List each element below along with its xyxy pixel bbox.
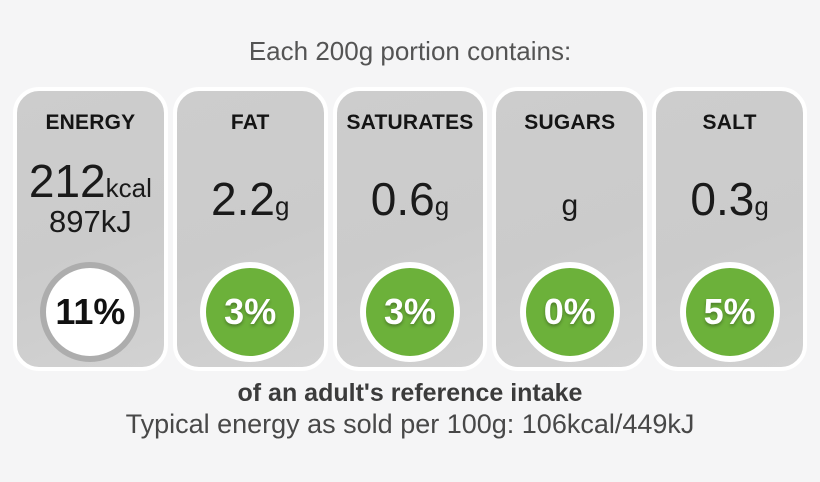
reference-intake-circle-sugars: 0% [519, 262, 620, 362]
amount-line: 2.2g [211, 176, 289, 222]
amount-value: 212 [28, 154, 106, 207]
reference-intake-circle-salt: 5% [679, 262, 780, 362]
energy-kilojoules-value: 897kJ [49, 203, 132, 239]
reference-intake-circle-energy: 11% [40, 262, 141, 362]
nutrient-name-energy: ENERGY [45, 111, 136, 134]
reference-intake-note: of an adult's reference intake [237, 379, 583, 407]
portion-header: Each 200g portion contains: [248, 36, 572, 66]
amount-unit: g [561, 188, 579, 222]
nutrient-panel-saturates: SATURATES 0.6g 3% [332, 87, 488, 371]
amount-unit: g [434, 190, 450, 221]
reference-intake-percent: 3% [383, 291, 436, 332]
nutrient-amount-energy: 212kcal 897kJ [29, 135, 152, 262]
nutrient-amount-fat: 2.2g [211, 135, 289, 262]
nutrient-name-saturates: SATURATES [346, 111, 474, 134]
nutrient-name-sugars: SUGARS [524, 111, 616, 134]
nutrient-name-salt: SALT [702, 111, 757, 134]
typical-energy-note: Typical energy as sold per 100g: 106kcal… [125, 409, 695, 439]
reference-intake-percent: 5% [703, 291, 756, 332]
amount-unit: kcal [105, 172, 152, 203]
nutrient-amount-sugars: g [561, 135, 578, 262]
amount-unit: g [754, 190, 769, 221]
nutrient-panel-sugars: SUGARS g 0% [492, 87, 648, 371]
amount-value: 0.6 [370, 172, 435, 225]
nutrition-label: Each 200g portion contains: ENERGY 212kc… [0, 36, 820, 439]
amount-line: 0.3g [690, 176, 768, 222]
reference-intake-percent: 0% [543, 291, 596, 332]
amount-unit: g [274, 190, 290, 221]
nutrient-panel-salt: SALT 0.3g 5% [652, 87, 807, 371]
nutrient-panel-fat: FAT 2.2g 3% [172, 87, 328, 371]
amount-value: 2.2 [210, 172, 275, 225]
amount-value: 0.3 [690, 172, 755, 225]
reference-intake-circle-saturates: 3% [359, 262, 460, 362]
amount-line: g [561, 176, 578, 222]
nutrient-panel-energy: ENERGY 212kcal 897kJ 11% [13, 87, 168, 371]
nutrient-name-fat: FAT [230, 111, 270, 134]
amount-line: 212kcal [29, 158, 152, 204]
nutrient-panels-row: ENERGY 212kcal 897kJ 11% FAT 2.2g 3% SAT… [0, 87, 820, 371]
reference-intake-percent: 11% [55, 291, 126, 332]
reference-intake-percent: 3% [224, 291, 277, 332]
nutrient-amount-saturates: 0.6g [371, 135, 449, 262]
nutrient-amount-salt: 0.3g [690, 135, 768, 262]
amount-line: 0.6g [371, 176, 449, 222]
reference-intake-circle-fat: 3% [200, 262, 301, 362]
